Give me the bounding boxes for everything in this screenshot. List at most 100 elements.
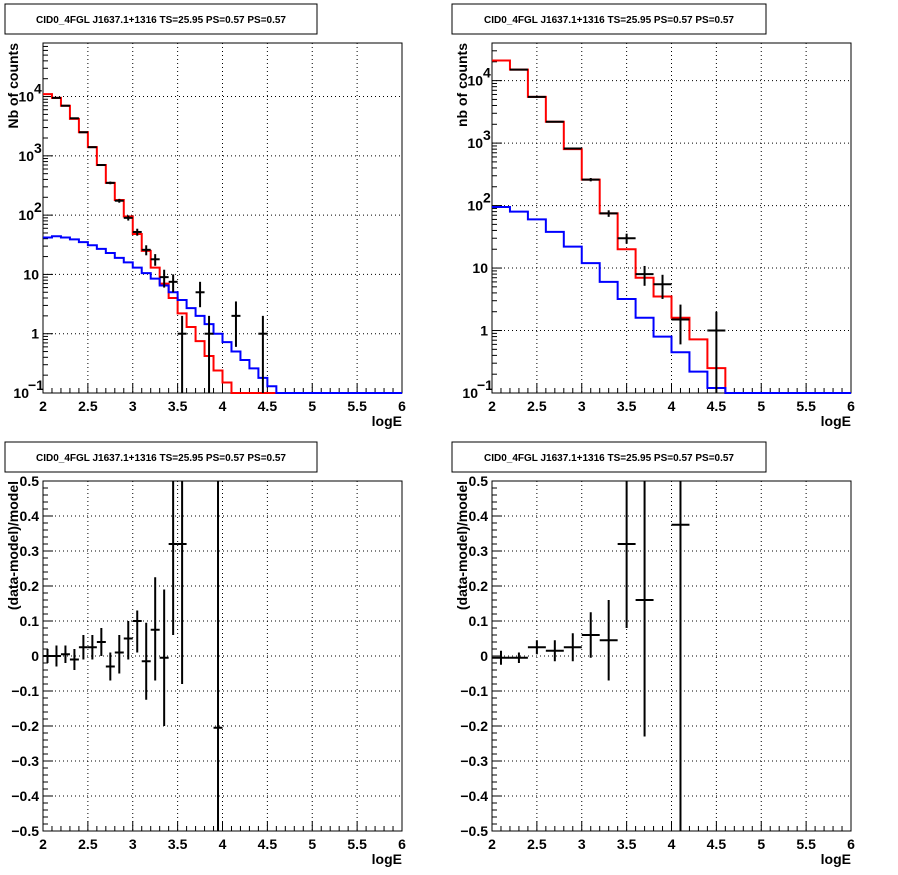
- x-tick-label: 6: [398, 836, 406, 852]
- x-tick-label: 3: [129, 836, 137, 852]
- data-point: [69, 117, 79, 120]
- y-tick-label: 0.1: [20, 613, 40, 629]
- data-point: [213, 481, 223, 831]
- y-tick-label: 0: [480, 648, 488, 664]
- data-point: [707, 311, 726, 393]
- data-point: [87, 635, 97, 660]
- x-tick-label: 2: [39, 398, 47, 414]
- data-point: [114, 198, 124, 203]
- chart-title: CID0_4FGL J1637.1+1316 TS=25.95 PS=0.57 …: [36, 453, 286, 464]
- data-point: [78, 635, 88, 660]
- x-tick-label: 4: [668, 398, 676, 414]
- x-tick-label: 3.5: [168, 398, 188, 414]
- y-tick-label: 10: [23, 266, 39, 282]
- data-point: [132, 228, 142, 236]
- y-tick-label: −0.5: [11, 823, 39, 839]
- x-tick-label: 5: [308, 836, 316, 852]
- data-points: [43, 481, 223, 831]
- data-point: [563, 147, 582, 150]
- chart-title: CID0_4FGL J1637.1+1316 TS=25.95 PS=0.57 …: [36, 15, 286, 26]
- x-tick-label: 4: [219, 398, 227, 414]
- x-axis: 2 2.5 3 3.5 4 4.5 5 5.5 6: [488, 821, 855, 852]
- data-point: [258, 315, 268, 393]
- y-tick-label: 0.4: [20, 508, 40, 524]
- data-point: [132, 610, 142, 653]
- x-tick-label: 5.5: [347, 836, 367, 852]
- data-point: [69, 649, 79, 670]
- data-point: [563, 633, 582, 662]
- data-point: [617, 481, 636, 628]
- x-axis-label: logE: [372, 851, 402, 867]
- data-point: [195, 281, 205, 308]
- grid-lines: [43, 481, 402, 831]
- data-point: [105, 181, 115, 185]
- y-tick-label: 0.2: [20, 578, 40, 594]
- data-point: [141, 245, 151, 256]
- y-tick-label: 0.5: [469, 473, 489, 489]
- data-point: [168, 481, 178, 635]
- x-tick-label: 5: [757, 398, 765, 414]
- y-tick-label: −0.2: [11, 718, 39, 734]
- y-axis-label: (data-model)/model: [5, 481, 21, 610]
- data-point: [527, 640, 546, 655]
- y-tick-label: −0.3: [460, 753, 488, 769]
- title-box: [4, 3, 318, 35]
- x-tick-label: 3: [578, 836, 586, 852]
- y-tick-label: 1: [31, 326, 39, 342]
- data-point: [581, 178, 600, 182]
- data-point: [51, 96, 61, 99]
- x-tick-label: 3.5: [168, 836, 188, 852]
- y-tick-label: −0.4: [460, 788, 488, 804]
- y-tick-label: −0.3: [11, 753, 39, 769]
- y-tick-exponent: 4: [34, 81, 42, 97]
- y-tick-label: 10: [472, 260, 488, 276]
- data-point: [43, 649, 52, 663]
- data-point: [177, 315, 187, 393]
- y-tick-label: 10: [467, 73, 483, 89]
- chart-title: CID0_4FGL J1637.1+1316 TS=25.95 PS=0.57 …: [484, 15, 734, 26]
- title-box: [451, 441, 767, 473]
- data-point: [114, 635, 124, 674]
- y-tick-exponent: 2: [34, 199, 42, 215]
- data-point: [545, 120, 564, 123]
- data-point: [635, 265, 654, 286]
- x-tick-label: 5: [757, 836, 765, 852]
- x-tick-label: 5.5: [796, 398, 816, 414]
- x-tick-label: 2.5: [527, 836, 547, 852]
- y-tick-label: 10: [18, 207, 34, 223]
- x-tick-label: 3: [129, 398, 137, 414]
- y-tick-label: −0.1: [460, 683, 488, 699]
- x-tick-label: 3: [578, 398, 586, 414]
- y-tick-label: 10: [467, 198, 483, 214]
- data-point: [78, 131, 88, 134]
- data-point: [150, 254, 160, 266]
- chart-panel-3: 2 2.5 3 3.5 4 4.5 5 5.5 6logE−0.5−0.4−0.3−0.2−0.…: [4, 441, 406, 867]
- x-tick-label: 2.5: [78, 398, 98, 414]
- x-tick-label: 6: [847, 398, 855, 414]
- y-tick-label: −0.2: [460, 718, 488, 734]
- data-point: [123, 621, 133, 660]
- y-tick-label: 0.4: [469, 508, 489, 524]
- y-tick-label: 10: [13, 385, 29, 401]
- y-tick-label: 0.5: [20, 473, 40, 489]
- y-tick-label: 10: [462, 385, 478, 401]
- x-tick-label: 6: [398, 398, 406, 414]
- y-tick-label: 0: [31, 648, 39, 664]
- data-points: [51, 96, 268, 393]
- x-tick-label: 4.5: [707, 398, 727, 414]
- x-tick-label: 2: [39, 836, 47, 852]
- data-point: [168, 274, 178, 293]
- x-tick-label: 4.5: [707, 836, 727, 852]
- data-point: [204, 315, 214, 393]
- x-tick-label: 4.5: [258, 398, 278, 414]
- y-tick-label: 10: [18, 148, 34, 164]
- x-tick-label: 4: [219, 836, 227, 852]
- data-point: [635, 481, 654, 737]
- chart-panel-4: 2 2.5 3 3.5 4 4.5 5 5.5 6logE−0.5−0.4−0.3−0.2−0.…: [451, 441, 855, 867]
- chart-title: CID0_4FGL J1637.1+1316 TS=25.95 PS=0.57 …: [484, 453, 734, 464]
- x-tick-label: 2: [488, 836, 496, 852]
- y-tick-exponent: −1: [477, 377, 493, 393]
- x-tick-label: 2.5: [527, 398, 547, 414]
